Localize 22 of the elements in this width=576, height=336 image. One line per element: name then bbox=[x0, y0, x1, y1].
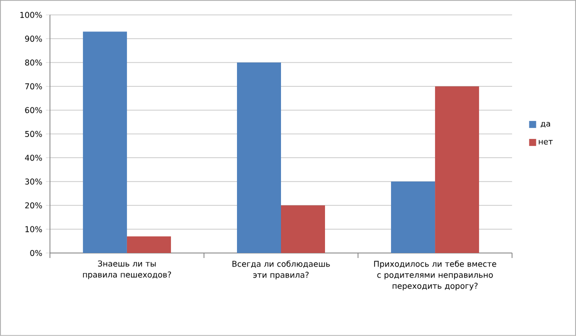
bar bbox=[82, 32, 127, 254]
x-tick-label: Приходилось ли тебе вместе с родителями неправильно переходить дорогу? bbox=[374, 260, 496, 290]
bar bbox=[391, 182, 436, 254]
x-tick-label: Знаешь ли ты правила пешеходов? bbox=[83, 260, 172, 280]
y-tick-label: 10% bbox=[25, 226, 42, 232]
legend-label: да bbox=[540, 122, 550, 128]
bar bbox=[281, 205, 326, 254]
y-tick-label: 100% bbox=[20, 12, 42, 18]
x-tick-label: Всегда ли соблюдаешь эти правила? bbox=[232, 260, 330, 280]
y-tick-label: 70% bbox=[25, 83, 42, 90]
legend-label: нет bbox=[538, 140, 553, 145]
y-tick-label: 20% bbox=[25, 202, 42, 208]
bar bbox=[126, 236, 171, 254]
bar bbox=[236, 62, 281, 254]
y-tick-label: 0% bbox=[30, 250, 42, 256]
y-tick-label: 90% bbox=[25, 36, 42, 42]
y-tick-label: 50% bbox=[25, 130, 42, 138]
y-tick-label: 80% bbox=[25, 60, 42, 66]
bar bbox=[435, 86, 480, 254]
y-tick-label: 30% bbox=[25, 178, 42, 185]
y-tick-label: 40% bbox=[24, 154, 42, 161]
y-tick-label: 60% bbox=[25, 107, 42, 114]
